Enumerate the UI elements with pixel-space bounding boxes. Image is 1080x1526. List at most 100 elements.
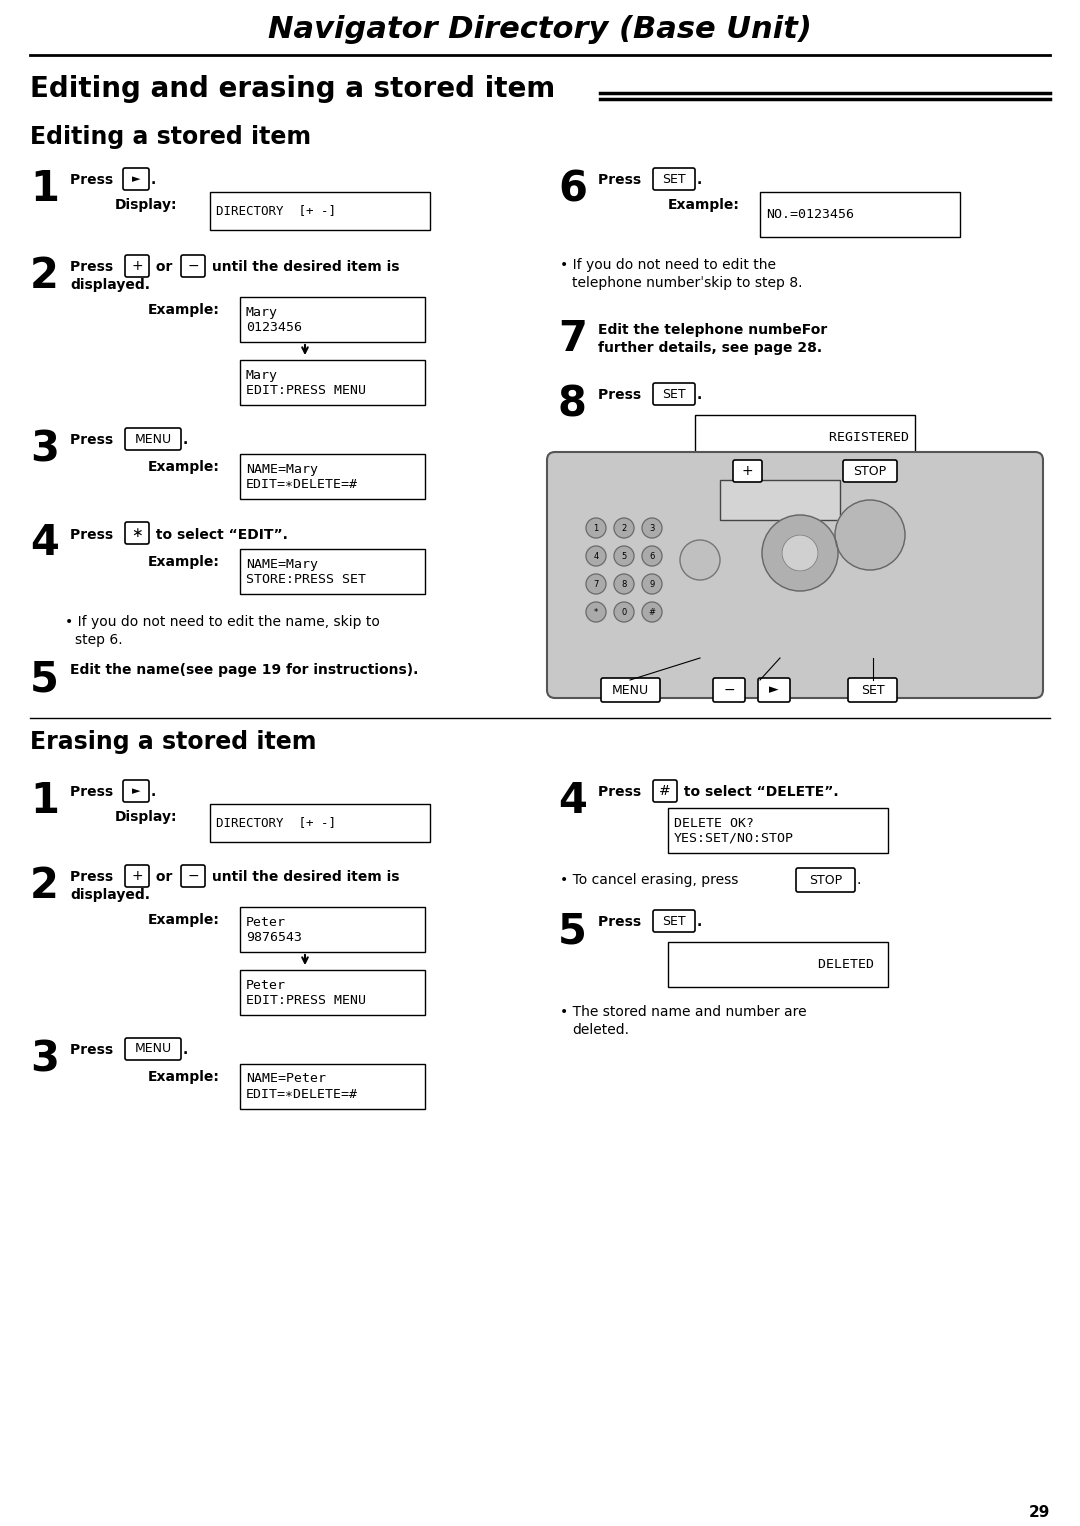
Text: Example:: Example: <box>148 555 220 569</box>
Text: NO.=0123456: NO.=0123456 <box>766 208 854 221</box>
Text: 2: 2 <box>30 255 59 298</box>
Text: 7: 7 <box>593 580 598 589</box>
FancyBboxPatch shape <box>713 678 745 702</box>
Text: .: . <box>183 1042 188 1058</box>
Text: or: or <box>151 870 177 884</box>
Text: Edit the name(see page 19 for instructions).: Edit the name(see page 19 for instructio… <box>70 662 418 678</box>
Text: Navigator Directory (Base Unit): Navigator Directory (Base Unit) <box>268 15 812 44</box>
Text: Example:: Example: <box>148 459 220 475</box>
Text: Press: Press <box>70 172 118 188</box>
FancyBboxPatch shape <box>125 255 149 278</box>
Text: DIRECTORY  [+ -]: DIRECTORY [+ -] <box>216 816 336 830</box>
Text: SET: SET <box>662 172 686 186</box>
FancyBboxPatch shape <box>181 865 205 887</box>
Text: 4: 4 <box>558 780 586 823</box>
Bar <box>240 971 426 1015</box>
Text: • If you do not need to edit the: • If you do not need to edit the <box>561 258 777 272</box>
Text: YES:SET/NO:STOP: YES:SET/NO:STOP <box>674 832 794 844</box>
Text: DIRECTORY  [+ -]: DIRECTORY [+ -] <box>216 204 336 218</box>
Circle shape <box>586 601 606 623</box>
Text: Mary: Mary <box>246 368 278 382</box>
Text: DELETED: DELETED <box>674 958 874 971</box>
Text: to select “DELETE”.: to select “DELETE”. <box>679 784 839 800</box>
FancyBboxPatch shape <box>653 383 696 404</box>
FancyBboxPatch shape <box>546 452 1043 697</box>
Text: Example:: Example: <box>148 913 220 926</box>
Bar <box>760 192 960 237</box>
Text: STOP: STOP <box>853 464 887 478</box>
Text: −: − <box>187 259 199 273</box>
Text: −: − <box>187 868 199 884</box>
Text: 29: 29 <box>1028 1505 1050 1520</box>
Text: displayed.: displayed. <box>70 888 150 902</box>
Text: Press: Press <box>598 388 646 401</box>
Text: 9876543: 9876543 <box>246 931 302 943</box>
Text: 3: 3 <box>30 1038 59 1080</box>
Text: Erasing a stored item: Erasing a stored item <box>30 729 316 754</box>
FancyBboxPatch shape <box>123 780 149 803</box>
Text: EDIT=∗DELETE=#: EDIT=∗DELETE=# <box>246 478 357 490</box>
Text: .: . <box>858 873 862 887</box>
Text: NAME=Mary: NAME=Mary <box>246 557 318 571</box>
Text: ►: ► <box>132 786 140 797</box>
Text: 3: 3 <box>649 523 654 533</box>
Circle shape <box>586 574 606 594</box>
Text: Press: Press <box>598 172 646 188</box>
Text: Peter: Peter <box>246 916 286 928</box>
Text: Edit the telephone numbeFor: Edit the telephone numbeFor <box>598 324 827 337</box>
Text: further details, see page 28.: further details, see page 28. <box>598 340 822 356</box>
FancyBboxPatch shape <box>125 865 149 887</box>
FancyBboxPatch shape <box>653 168 696 191</box>
FancyBboxPatch shape <box>653 909 696 932</box>
Text: deleted.: deleted. <box>572 1022 629 1038</box>
Bar <box>210 192 430 230</box>
Text: STORE:PRESS SET: STORE:PRESS SET <box>246 572 366 586</box>
Circle shape <box>642 546 662 566</box>
Text: MENU: MENU <box>134 1042 172 1056</box>
Text: NAME=Peter: NAME=Peter <box>246 1073 326 1085</box>
Text: Example:: Example: <box>669 198 740 212</box>
Bar <box>240 298 426 342</box>
Text: MENU: MENU <box>134 432 172 446</box>
FancyBboxPatch shape <box>843 459 897 482</box>
Bar <box>240 549 426 594</box>
FancyBboxPatch shape <box>653 780 677 803</box>
Text: Example:: Example: <box>148 1070 220 1083</box>
Text: +: + <box>742 464 754 478</box>
Circle shape <box>586 546 606 566</box>
Text: 9: 9 <box>649 580 654 589</box>
Text: EDIT:PRESS MENU: EDIT:PRESS MENU <box>246 993 366 1007</box>
Text: 8: 8 <box>621 580 626 589</box>
Text: EDIT:PRESS MENU: EDIT:PRESS MENU <box>246 383 366 397</box>
FancyBboxPatch shape <box>181 255 205 278</box>
Circle shape <box>642 574 662 594</box>
Text: MENU: MENU <box>612 684 649 696</box>
Text: ►: ► <box>132 174 140 185</box>
Text: Peter: Peter <box>246 978 286 992</box>
Text: NAME=Mary: NAME=Mary <box>246 462 318 476</box>
Text: displayed.: displayed. <box>70 278 150 291</box>
Bar <box>240 906 426 952</box>
Text: .: . <box>151 784 157 800</box>
Text: 6: 6 <box>649 551 654 560</box>
Text: 6: 6 <box>558 168 588 211</box>
FancyBboxPatch shape <box>733 459 762 482</box>
Text: to select “EDIT”.: to select “EDIT”. <box>151 528 288 542</box>
Circle shape <box>615 546 634 566</box>
Bar <box>240 1064 426 1109</box>
Bar <box>720 481 840 520</box>
FancyBboxPatch shape <box>125 522 149 543</box>
Text: *: * <box>594 607 598 617</box>
Text: STOP: STOP <box>809 873 842 887</box>
Text: SET: SET <box>861 684 885 696</box>
Text: .: . <box>697 172 702 188</box>
Text: 1: 1 <box>30 780 59 823</box>
Text: 5: 5 <box>30 658 59 700</box>
Text: 2: 2 <box>30 865 59 906</box>
Text: 5: 5 <box>621 551 626 560</box>
Text: 1: 1 <box>593 523 598 533</box>
Bar <box>669 807 888 853</box>
Text: SET: SET <box>662 914 686 928</box>
Bar <box>210 804 430 842</box>
Text: Press: Press <box>70 433 118 447</box>
